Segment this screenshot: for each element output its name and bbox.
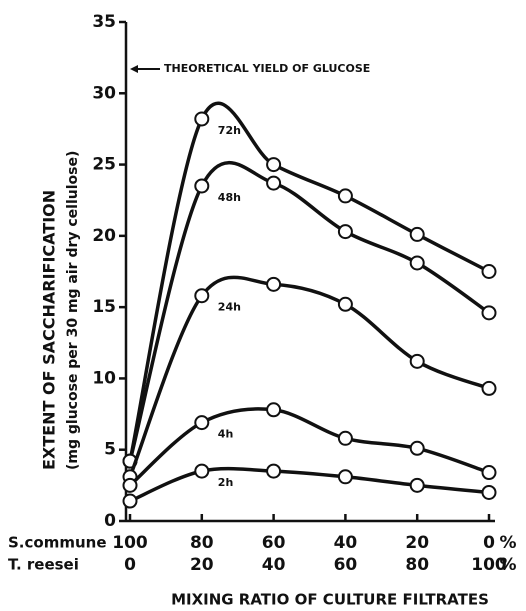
y-tick-label: 5: [104, 440, 116, 460]
x-unit: %: [499, 533, 516, 553]
x-tick-label: 0: [124, 555, 136, 575]
data-point: [194, 415, 210, 431]
y-tick-label: 10: [92, 368, 116, 388]
y-tick-label: 15: [92, 297, 116, 317]
x-title: MIXING RATIO OF CULTURE FILTRATES: [171, 591, 489, 609]
data-point: [409, 440, 425, 456]
x-tick-label: 80: [405, 555, 429, 575]
data-point: [194, 178, 210, 194]
data-point: [481, 465, 497, 481]
data-point: [337, 430, 353, 446]
y-tick-label: 30: [92, 83, 116, 103]
data-point: [481, 264, 497, 279]
data-point: [409, 255, 425, 271]
y-tick-label: 20: [92, 226, 116, 246]
series-line: [128, 160, 490, 462]
data-point: [266, 276, 282, 292]
data-point: [409, 226, 425, 242]
data-point: [481, 484, 497, 500]
data-point: [337, 188, 353, 204]
x-tick-label: 60: [334, 555, 358, 575]
data-point: [194, 111, 210, 127]
y-tick-label: 25: [92, 155, 116, 175]
data-point: [122, 477, 138, 493]
data-point: [337, 469, 353, 485]
data-point: [409, 353, 425, 369]
x-row-name: T. reesei: [8, 556, 79, 574]
x-tick-label: 100: [471, 555, 507, 575]
data-point: [122, 493, 138, 509]
series-label: 4h: [218, 428, 234, 441]
x-tick-label: 20: [190, 555, 214, 575]
x-row-name: S.commune: [8, 534, 107, 552]
x-tick-label: 60: [262, 533, 286, 553]
data-point: [266, 157, 282, 173]
y-tick-label: 0: [104, 511, 116, 531]
series-label: 2h: [218, 476, 234, 489]
annotation: THEORETICAL YIELD OF GLUCOSE: [164, 62, 370, 75]
data-point: [194, 288, 210, 304]
data-point: [481, 305, 497, 321]
y-subtitle: (mg glucose per 30 mg air dry cellulose): [65, 151, 81, 470]
data-point: [409, 477, 425, 493]
x-tick-label: 100: [112, 533, 148, 553]
series-line: [128, 275, 490, 478]
x-unit: %: [499, 555, 516, 575]
x-tick-label: 0: [483, 533, 495, 553]
x-tick-label: 40: [334, 533, 358, 553]
data-point: [194, 463, 210, 479]
x-tick-label: 80: [190, 533, 214, 553]
data-point: [266, 402, 282, 418]
data-point: [337, 296, 353, 312]
series-line: [129, 466, 490, 503]
data-point: [266, 463, 282, 479]
y-tick-label: 35: [92, 12, 116, 32]
data-point: [481, 380, 497, 396]
series-label: 24h: [218, 301, 241, 314]
y-title: EXTENT OF SACCHARIFICATION: [40, 190, 59, 470]
data-point: [337, 224, 353, 240]
data-point: [266, 175, 282, 191]
annotation-arrowhead: [130, 65, 138, 73]
series-label: 72h: [218, 124, 241, 137]
x-tick-label: 20: [405, 533, 429, 553]
x-tick-label: 40: [262, 555, 286, 575]
series-line: [128, 101, 490, 462]
series-label: 48h: [218, 191, 241, 204]
